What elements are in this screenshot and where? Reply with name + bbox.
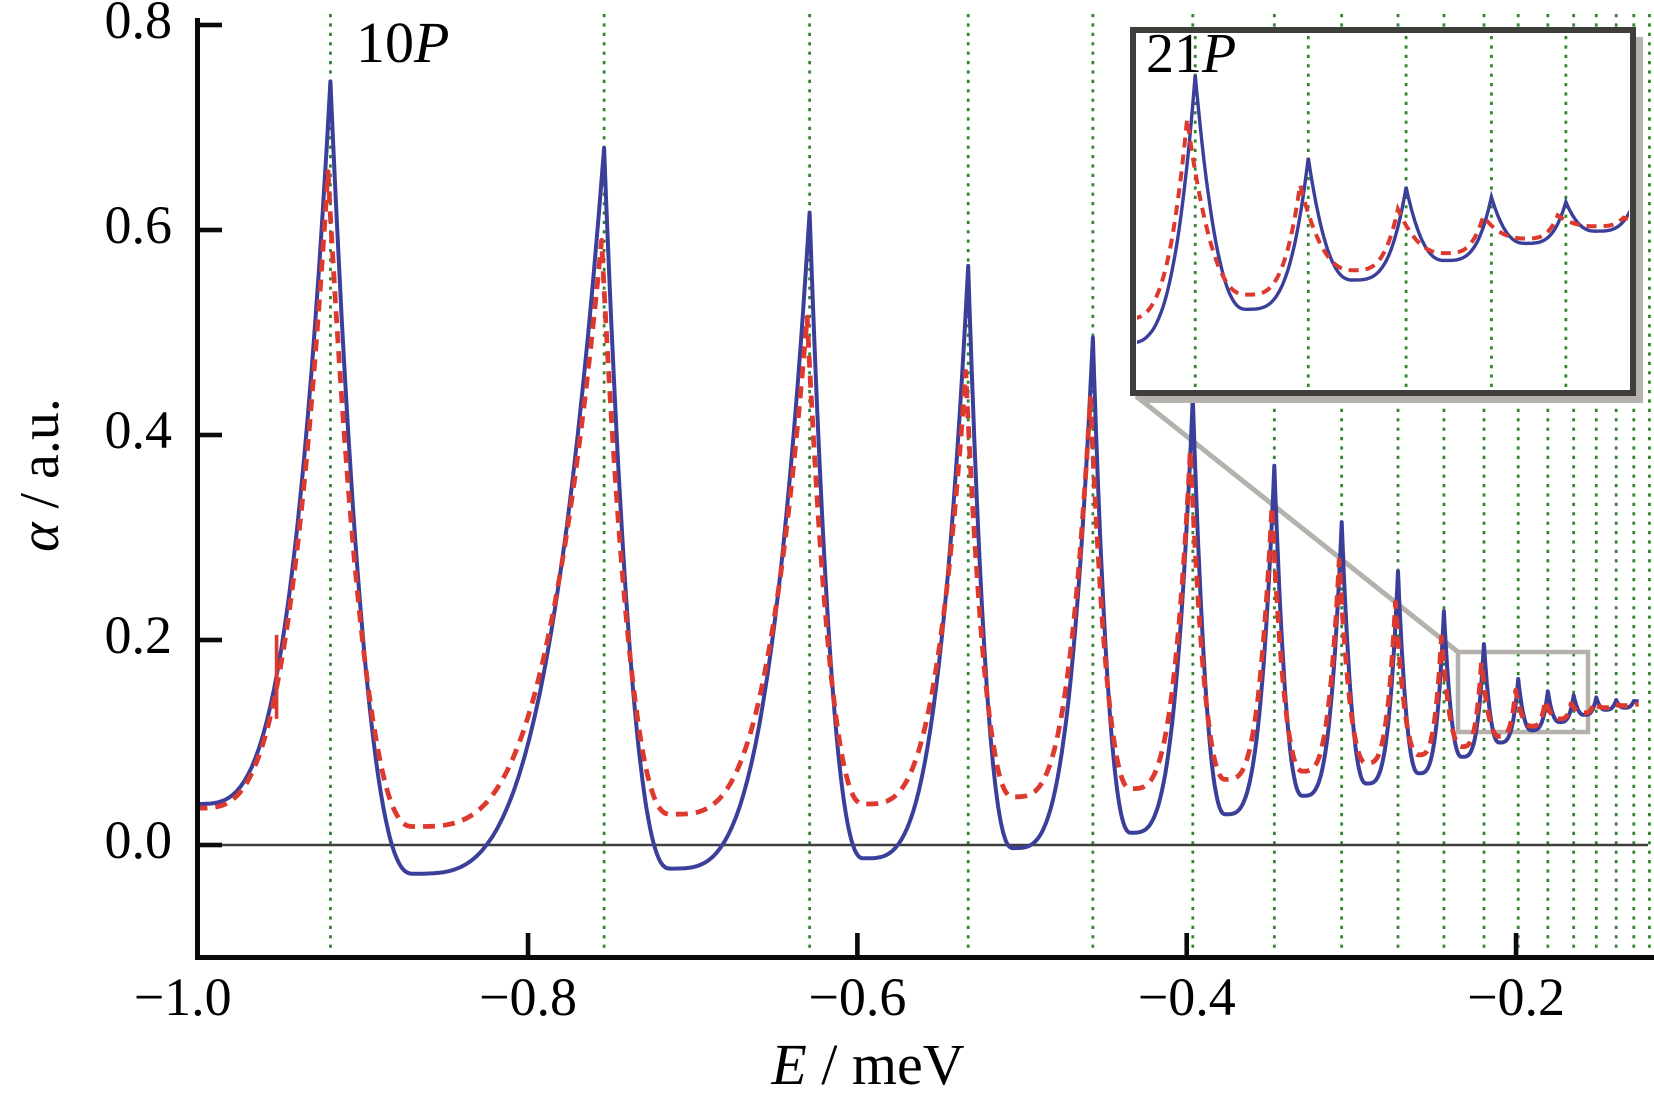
y-tick-label: 0.4: [104, 400, 173, 460]
x-tick-mark: [1184, 933, 1190, 955]
x-axis-spine: [195, 955, 1654, 960]
x-tick-mark: [525, 933, 531, 955]
main-series-label-letter: P: [414, 10, 450, 75]
x-axis-title: E / meV: [771, 1036, 964, 1094]
zoom-region-box: [1455, 649, 1591, 735]
x-axis-symbol: E: [771, 1032, 807, 1097]
y-tick-mark: [200, 227, 222, 233]
x-axis-unit: / meV: [806, 1032, 965, 1097]
inset-border: [1130, 27, 1636, 396]
y-tick-label: 0.6: [104, 195, 173, 255]
y-axis-spine: [195, 18, 200, 960]
red-dashed-curve: [195, 169, 1639, 829]
inset-series-label: 21P: [1146, 26, 1236, 82]
axes: [195, 18, 1654, 960]
x-tick-label: −1.0: [133, 967, 232, 1027]
main-series-label: 10P: [356, 14, 449, 72]
x-tick-label: −0.4: [1137, 967, 1236, 1027]
y-tick-mark: [200, 22, 222, 28]
inset-series-label-letter: P: [1202, 23, 1237, 85]
x-tick-mark: [1513, 933, 1519, 955]
x-tick-label: −0.2: [1467, 967, 1566, 1027]
y-tick-label: 0.0: [104, 810, 173, 870]
y-axis-symbol: α: [9, 522, 71, 552]
main-series-label-number: 10: [356, 10, 414, 75]
inset-background: [1133, 30, 1633, 393]
y-tick-label: 0.8: [104, 0, 173, 50]
inset-series-label-number: 21: [1146, 23, 1202, 85]
x-tick-label: −0.6: [808, 967, 907, 1027]
inset-red-dashed-curve: [1137, 118, 1629, 320]
y-tick-mark: [200, 432, 222, 438]
y-tick-label: 0.2: [104, 605, 173, 665]
y-tick-mark: [200, 637, 222, 643]
y-tick-mark: [200, 842, 222, 848]
x-tick-mark: [855, 933, 860, 955]
x-tick-label: −0.8: [479, 967, 578, 1027]
